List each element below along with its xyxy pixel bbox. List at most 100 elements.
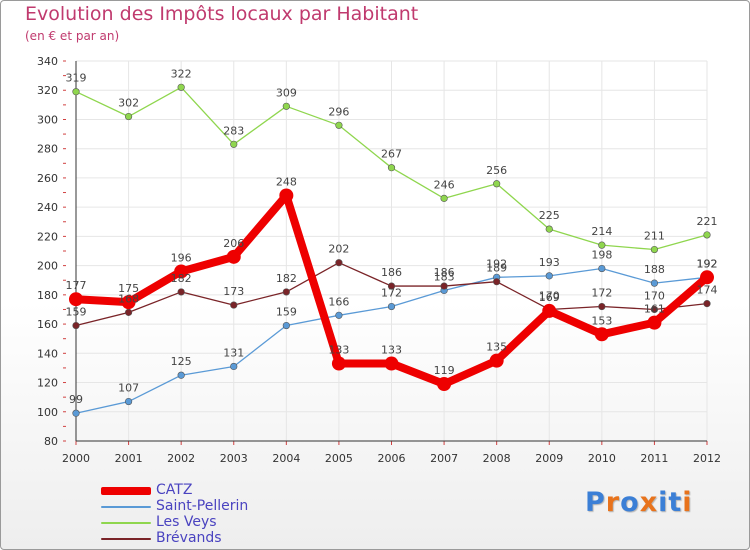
y-tick-label: 200 [37,260,58,273]
data-point-brevands [440,282,448,290]
data-label-catz: 135 [486,341,507,354]
legend-label-catz: CATZ [156,482,193,498]
legend-item-saint-pellerin: Saint-Pellerin [101,498,321,515]
y-tick-label: 280 [37,143,58,156]
data-point-brevands [282,288,290,296]
x-tick-label: 2007 [430,452,458,465]
data-label-catz: 153 [591,314,612,327]
data-point-catz [594,327,609,342]
y-tick-label: 100 [37,406,58,419]
logo-letter: t [668,487,683,518]
data-point-catz [542,303,557,318]
y-tick-label: 220 [37,230,58,243]
data-label-les-veys: 296 [328,105,349,118]
y-tick-label: 260 [37,172,58,185]
data-label-les-veys: 319 [66,72,87,85]
data-point-les-veys [335,121,343,129]
data-label-brevands: 186 [381,266,402,279]
data-point-brevands [703,300,711,308]
data-point-saint-pellerin [387,302,396,311]
y-tick-label: 140 [37,347,58,360]
data-point-catz [121,295,136,310]
x-tick-label: 2003 [220,452,248,465]
data-point-les-veys [124,112,133,121]
x-tick-label: 2006 [378,452,406,465]
data-label-saint-pellerin: 192 [697,257,718,270]
data-point-les-veys [177,83,185,91]
data-label-les-veys: 267 [381,148,402,161]
data-point-brevands [650,305,659,314]
legend-item-brevands: Brévands [101,530,321,547]
data-point-les-veys [230,140,238,148]
data-point-catz [489,353,504,368]
y-tick-label: 340 [37,55,58,68]
data-label-saint-pellerin: 166 [328,295,349,308]
data-point-catz [226,249,241,264]
y-tick-label: 240 [37,201,58,214]
data-point-catz [174,264,189,279]
data-label-brevands: 173 [223,285,244,298]
data-label-saint-pellerin: 198 [591,249,612,262]
data-label-saint-pellerin: 188 [644,263,665,276]
data-label-catz: 133 [328,344,349,357]
x-tick-label: 2009 [535,452,563,465]
y-tick-label: 180 [37,289,58,302]
legend-label-brevands: Brévands [156,530,222,546]
x-tick-label: 2011 [640,452,668,465]
data-label-les-veys: 283 [223,124,244,137]
x-tick-label: 2005 [325,452,353,465]
data-point-brevands [177,288,185,296]
proxiti-logo: Proxiti [585,487,693,518]
data-label-saint-pellerin: 131 [223,346,244,359]
data-label-saint-pellerin: 99 [69,393,83,406]
data-point-saint-pellerin [72,409,80,417]
data-label-brevands: 159 [66,306,87,319]
data-label-catz: 206 [223,237,244,250]
logo-letter: i [682,487,693,518]
data-label-brevands: 202 [328,243,349,256]
data-point-catz [384,356,399,371]
data-label-saint-pellerin: 192 [486,257,507,270]
logo-letter: x [639,487,659,518]
data-point-les-veys [703,231,711,239]
legend-label-les-veys: Les Veys [156,514,217,530]
data-point-catz [279,188,294,203]
data-point-saint-pellerin [650,279,659,287]
data-label-catz: 248 [276,175,297,188]
data-point-brevands [387,282,396,290]
data-label-saint-pellerin: 193 [539,256,560,269]
logo-letter: r [605,487,621,518]
legend-swatch-catz [101,487,151,495]
data-label-catz: 177 [66,279,87,292]
data-point-catz [331,356,346,371]
x-tick-label: 2004 [272,452,300,465]
data-label-catz: 119 [434,364,455,377]
data-point-les-veys [650,245,659,254]
data-point-les-veys [387,164,396,172]
data-point-catz [647,315,662,330]
data-label-brevands: 186 [434,266,455,279]
legend: CATZ Saint-Pellerin Les Veys Brévands [101,482,321,547]
data-label-catz: 196 [171,251,192,264]
y-tick-label: 160 [37,318,58,331]
logo-letter: i [658,487,669,518]
data-label-saint-pellerin: 125 [171,355,192,368]
x-tick-label: 2010 [588,452,616,465]
data-point-les-veys [493,180,501,188]
data-label-brevands: 174 [697,284,718,297]
data-label-brevands: 172 [591,287,612,300]
data-point-brevands [72,321,80,330]
data-label-catz: 192 [697,257,718,270]
data-label-brevands: 168 [118,292,139,305]
data-label-saint-pellerin: 107 [118,382,139,395]
x-tick-label: 2002 [167,452,195,465]
data-point-les-veys [545,225,553,233]
data-point-saint-pellerin [124,397,133,406]
data-point-brevands [230,301,238,309]
data-point-catz [69,292,83,307]
data-label-les-veys: 256 [486,164,507,177]
data-point-les-veys [598,241,606,249]
data-point-brevands [124,308,133,316]
